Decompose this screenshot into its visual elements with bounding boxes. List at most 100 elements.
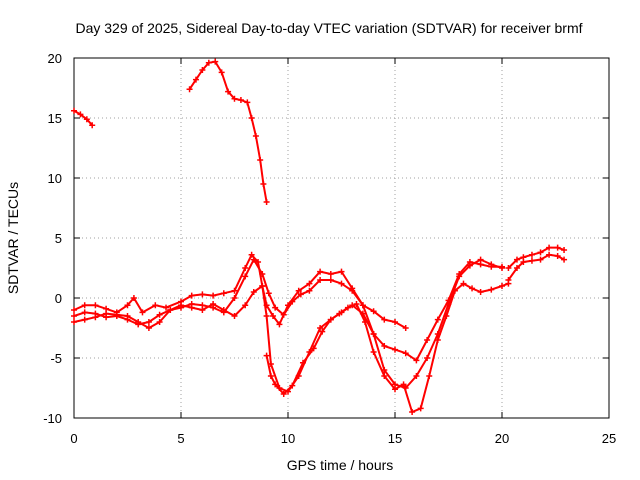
y-tick-label: 5 — [55, 231, 62, 246]
data-point — [460, 280, 467, 287]
data-point — [488, 261, 495, 268]
data-point — [299, 359, 306, 366]
data-point — [210, 292, 217, 299]
data-point — [231, 95, 238, 102]
y-tick-label: -5 — [50, 351, 62, 366]
data-point — [353, 301, 360, 307]
data-point — [263, 352, 270, 359]
data-point — [381, 343, 388, 349]
data-point — [520, 259, 527, 265]
data-point — [225, 88, 232, 95]
data-point — [317, 268, 324, 275]
data-point — [546, 251, 553, 258]
data-point — [242, 302, 249, 309]
data-point — [306, 287, 313, 294]
data-point — [546, 244, 553, 251]
data-point — [210, 301, 217, 307]
data-point — [242, 273, 249, 280]
data-point — [306, 280, 313, 287]
y-axis-label: SDTVAR / TECUs — [5, 182, 21, 294]
data-point — [289, 298, 296, 305]
data-point — [505, 265, 512, 271]
data-point — [259, 271, 266, 277]
data-point — [188, 292, 195, 299]
data-point — [513, 265, 520, 271]
data-point — [537, 256, 544, 263]
data-point — [270, 313, 277, 319]
data-point — [71, 313, 77, 319]
data-point — [199, 67, 206, 73]
data-point — [205, 59, 212, 66]
data-point — [188, 304, 195, 311]
data-point — [499, 265, 505, 271]
data-point — [92, 302, 99, 309]
data-point — [310, 345, 317, 352]
data-point — [156, 319, 163, 325]
data-point — [554, 244, 561, 251]
data-point — [370, 308, 377, 315]
data-point — [336, 310, 343, 317]
data-point — [250, 256, 257, 263]
data-point — [145, 319, 152, 325]
data-point — [338, 280, 345, 287]
chart-title: Day 329 of 2025, Sidereal Day-to-day VTE… — [75, 20, 582, 36]
data-point — [370, 349, 377, 355]
grid — [74, 58, 609, 418]
data-point — [220, 290, 227, 297]
data-point — [413, 357, 420, 364]
data-point — [409, 409, 416, 415]
x-tick-label: 15 — [388, 431, 402, 446]
data-point — [327, 271, 334, 277]
data-point — [451, 287, 458, 294]
data-point — [488, 286, 495, 293]
data-point — [260, 181, 267, 187]
data-point — [242, 265, 249, 271]
data-point — [499, 283, 505, 289]
data-point — [263, 199, 270, 205]
data-point — [124, 313, 131, 319]
data-point — [130, 295, 137, 301]
data-point — [163, 304, 170, 311]
data-point — [248, 115, 255, 121]
data-point — [402, 350, 409, 357]
data-point — [252, 133, 259, 139]
data-point — [135, 319, 142, 325]
data-point — [244, 99, 251, 106]
data-point — [259, 283, 266, 289]
data-point — [344, 304, 351, 311]
data-point — [424, 337, 431, 343]
data-point — [466, 262, 473, 269]
data-point — [199, 291, 206, 298]
data-point — [327, 277, 334, 283]
data-point — [220, 307, 227, 313]
data-point — [83, 116, 90, 123]
y-tick-label: -10 — [43, 411, 62, 426]
x-tick-label: 5 — [177, 431, 184, 446]
data-point — [71, 107, 77, 114]
x-axis-label: GPS time / hours — [287, 457, 394, 473]
data-point — [413, 373, 420, 379]
data-point — [192, 76, 199, 83]
y-tick-label: 0 — [55, 291, 62, 306]
data-point — [231, 295, 238, 301]
data-point — [89, 122, 96, 129]
data-point — [402, 325, 409, 331]
data-point — [167, 307, 174, 313]
data-point — [139, 309, 146, 316]
y-tick-label: 15 — [48, 111, 62, 126]
data-point — [152, 302, 159, 309]
data-point — [199, 307, 206, 313]
data-point — [212, 58, 219, 65]
data-point — [103, 310, 110, 317]
data-point — [338, 268, 345, 275]
data-point — [237, 97, 244, 103]
data-point — [400, 381, 407, 388]
data-point — [469, 285, 476, 292]
data-point — [392, 346, 398, 353]
data-point — [250, 289, 257, 295]
data-point — [186, 86, 193, 93]
data-point — [231, 313, 238, 319]
data-point — [257, 157, 264, 163]
data-point — [327, 316, 334, 323]
data-point — [272, 381, 279, 388]
